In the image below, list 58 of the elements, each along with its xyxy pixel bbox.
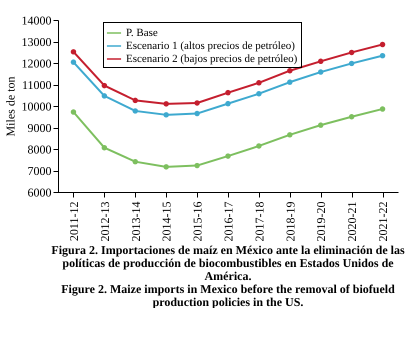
y-tick-label: 7000 (28, 164, 52, 178)
point (70, 59, 76, 65)
point (132, 98, 138, 104)
x-tick-label: 2017-18 (252, 202, 266, 242)
point (194, 110, 200, 116)
x-tick-label: 2013-14 (128, 202, 143, 242)
point (225, 100, 231, 106)
point (70, 109, 76, 115)
point (163, 112, 169, 118)
x-tick-label: 2020-21 (345, 202, 360, 242)
point (256, 80, 262, 86)
legend-label: Escenario 1 (altos precios de petróleo) (126, 40, 296, 52)
point (225, 153, 231, 159)
point (318, 58, 324, 64)
point (287, 68, 293, 74)
y-tick-label: 13000 (22, 35, 52, 49)
x-tick-label: 2021-22 (376, 202, 390, 242)
y-tick-label: 6000 (28, 186, 52, 200)
point (70, 49, 76, 55)
x-tick-label: 2012-13 (98, 202, 112, 242)
text: Figura 2. Importaciones de maíz en México ante la eliminación de las políticas de producción de biocombustibles en Estados Unidos de América. (51, 242, 405, 283)
point (163, 101, 169, 107)
x-tick-label: 2011-12 (66, 202, 81, 242)
x-tick-label: 2014-15 (160, 202, 174, 242)
y-tick-label: 9000 (28, 121, 52, 135)
x-tick-label: 2018-19 (283, 202, 298, 242)
point (380, 42, 386, 48)
x-tick-label: 2016-17 (222, 202, 236, 242)
y-tick-label: 11000 (22, 78, 52, 92)
point (318, 69, 324, 75)
y-tick-label: 14000 (22, 14, 52, 28)
point (132, 158, 138, 164)
point (256, 91, 262, 96)
legend-label: Escenario 2 (bajos precios de petróleo) (126, 53, 298, 65)
point (318, 122, 324, 128)
legend-label: P. Base (126, 27, 158, 39)
point (348, 60, 354, 66)
point (225, 90, 231, 96)
point (102, 144, 108, 150)
point (194, 100, 200, 106)
x-tick-label: 2019-20 (314, 202, 328, 242)
y-tick-label: 8000 (28, 142, 52, 156)
y-axis-title: Miles de ton (4, 76, 18, 136)
point (348, 50, 354, 56)
point (102, 82, 108, 88)
point (194, 162, 200, 168)
point (348, 114, 354, 120)
point (132, 108, 138, 114)
y-tick-label: 12000 (22, 56, 52, 70)
point (163, 164, 169, 170)
point (102, 93, 108, 99)
x-tick-label: 2015-16 (190, 202, 205, 242)
point (380, 52, 386, 58)
point (287, 132, 293, 138)
point (380, 106, 386, 112)
y-tick-label: 10000 (22, 100, 52, 114)
point (256, 143, 262, 149)
point (287, 79, 293, 85)
